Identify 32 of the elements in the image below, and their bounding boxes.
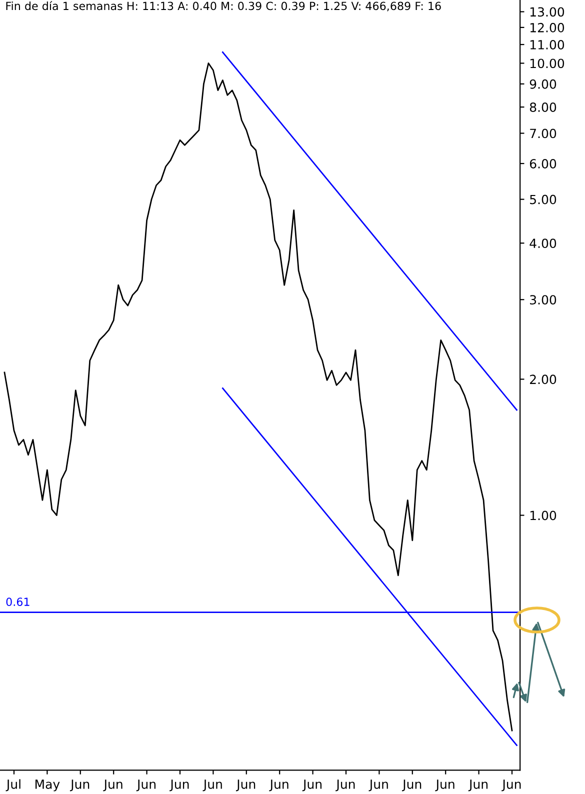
x-tick-label: Jun (170, 780, 189, 792)
y-tick-label: 2.00 (530, 374, 556, 384)
y-tick-label: 8.00 (530, 102, 556, 112)
x-tick-label: Jun (136, 780, 156, 792)
x-tick-label: Jun (302, 780, 322, 792)
y-tick-label: 7.00 (530, 128, 556, 138)
x-tick-label: Jun (269, 780, 288, 792)
ref-line-label: 0.61 (6, 598, 30, 606)
x-tick-label: Jun (70, 780, 90, 792)
x-tick-label: Jul (6, 779, 20, 792)
x-tick-label: Jun (435, 780, 454, 792)
y-tick-label: 9.00 (530, 79, 556, 89)
x-tick-label: Jun (402, 780, 422, 792)
y-tick-label: 6.00 (530, 158, 556, 168)
x-tick-label: Jun (502, 780, 521, 792)
y-tick-label: 12.00 (530, 22, 564, 32)
y-tick-label: 11.00 (530, 40, 564, 50)
x-tick-label: Jun (236, 780, 256, 792)
x-tick-label: Jun (202, 780, 222, 792)
x-tick-label: Jun (103, 780, 122, 792)
y-tick-label: 3.00 (530, 295, 556, 305)
chart-title: Fin de día 1 semanas H: 11:13 A: 0.40 M: 0.39 C: 0.39 P: 1.25 V: 466,689 F: 16 (6, 1, 441, 12)
line-series (4, 62, 513, 732)
x-tick-label: Jun (468, 780, 488, 792)
y-tick-label: 5.00 (530, 194, 556, 204)
y-tick-label: 1.00 (530, 510, 556, 520)
y-tick-label: 4.00 (530, 238, 556, 248)
y-tick-label: 13.00 (530, 7, 564, 17)
x-tick-label: May (35, 780, 60, 792)
x-tick-label: Jun (368, 780, 388, 792)
y-tick-label: 10.00 (530, 58, 564, 68)
x-tick-label: Jun (336, 780, 355, 792)
